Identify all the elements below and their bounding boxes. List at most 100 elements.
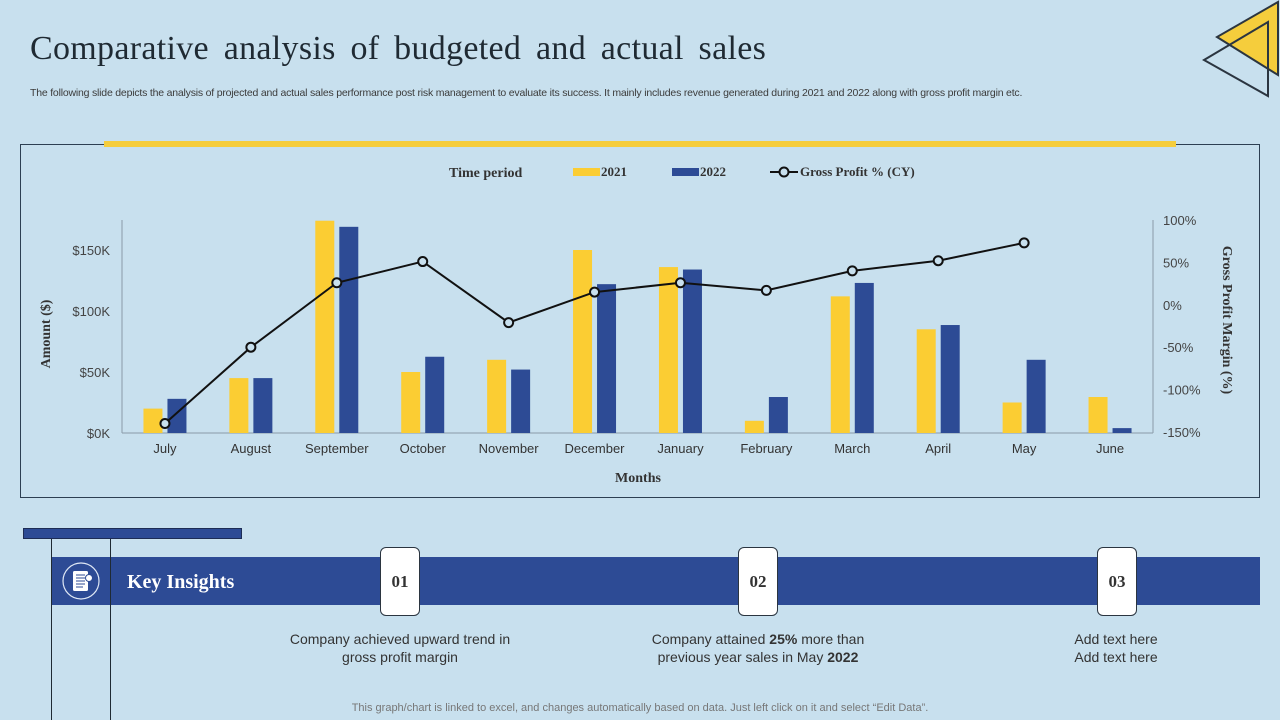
insight-number-02: 02 xyxy=(738,547,778,616)
legend-title: Time period xyxy=(449,166,522,181)
bar-2022 xyxy=(682,269,702,433)
y-tick-label: $150K xyxy=(72,243,110,258)
bar-2021 xyxy=(744,420,764,433)
x-tick-label: December xyxy=(565,441,626,456)
bar-2022 xyxy=(253,378,273,433)
x-tick-label: August xyxy=(231,441,272,456)
x-axis-title: Months xyxy=(615,471,661,486)
insight-text-line: previous year sales in May 2022 xyxy=(618,648,898,666)
bar-2022 xyxy=(511,369,531,433)
accent-yellow-bar xyxy=(104,141,1176,147)
corner-triangles-decoration xyxy=(1202,0,1279,98)
page-title: Comparative analysis of budgeted and act… xyxy=(30,30,767,67)
gross-profit-point xyxy=(503,317,515,329)
chart-legend: Time period 2021 2022 Gross Profit % (CY… xyxy=(449,164,915,181)
gross-profit-point xyxy=(417,256,429,268)
highlight-value: 2022 xyxy=(827,649,859,665)
bar-2022 xyxy=(768,397,788,433)
bar-2021 xyxy=(658,267,678,433)
bar-2022 xyxy=(167,398,187,433)
bar-series xyxy=(143,220,1132,433)
gross-profit-point xyxy=(245,341,257,353)
x-tick-label: November xyxy=(479,441,540,456)
insight-number-03: 03 xyxy=(1097,547,1137,616)
y2-tick-label: -50% xyxy=(1163,340,1194,355)
y-tick-label: $100K xyxy=(72,304,110,319)
key-insights-band xyxy=(52,557,1260,605)
legend-swatch-2022 xyxy=(672,168,699,176)
insight-text-line: gross profit margin xyxy=(342,649,458,665)
gross-profit-point xyxy=(331,277,343,289)
bar-2022 xyxy=(339,226,359,433)
bar-2021 xyxy=(1002,402,1022,433)
gross-profit-point xyxy=(760,284,772,296)
insight-text-01: Company achieved upward trend in gross p… xyxy=(260,630,540,666)
x-tick-label: May xyxy=(1012,441,1037,456)
x-tick-label: July xyxy=(153,441,177,456)
insight-text-line: Add text here xyxy=(1074,631,1158,647)
legend-label-2022: 2022 xyxy=(700,164,726,179)
gross-profit-point xyxy=(1018,237,1030,249)
gross-profit-point xyxy=(674,277,686,289)
key-insights-title: Key Insights xyxy=(127,571,235,593)
legend-swatch-2021 xyxy=(573,168,600,176)
decorative-header-block xyxy=(23,528,242,539)
bar-2021 xyxy=(487,359,507,433)
legend-label-2021: 2021 xyxy=(601,164,627,179)
bar-2021 xyxy=(573,250,593,433)
bar-2022 xyxy=(425,356,445,433)
x-tick-label: January xyxy=(657,441,704,456)
bar-2021 xyxy=(1088,397,1108,433)
y2-tick-label: 0% xyxy=(1163,298,1182,313)
legend-label-gross-profit: Gross Profit % (CY) xyxy=(800,164,915,179)
y2-tick-label: 50% xyxy=(1163,255,1189,270)
bar-2022 xyxy=(1112,428,1132,433)
insight-text-02: Company attained 25% more than previous … xyxy=(618,630,898,666)
insight-text-line: Company attained 25% more than xyxy=(618,630,898,648)
x-tick-label: April xyxy=(925,441,951,456)
insight-text-line: Company achieved upward trend in xyxy=(289,631,511,647)
bar-2021 xyxy=(229,378,249,433)
bar-2022 xyxy=(940,325,960,433)
bar-2022 xyxy=(597,284,617,433)
gross-profit-point xyxy=(159,418,171,430)
left-axis-ticks: $0K $50K $100K $150K xyxy=(72,243,110,441)
right-axis-ticks: -150% -100% -50% 0% 50% 100% xyxy=(1163,213,1201,440)
bar-2022 xyxy=(1026,359,1046,433)
bar-2021 xyxy=(916,329,936,433)
insight-text-line: Add text here xyxy=(1074,649,1158,665)
insight-text-03: Add text here Add text here xyxy=(976,630,1256,666)
y2-tick-label: -150% xyxy=(1163,425,1201,440)
bar-2021 xyxy=(401,372,421,433)
notebook-icon xyxy=(62,562,100,600)
outline-triangle-shape xyxy=(1202,20,1269,98)
gross-profit-point xyxy=(589,286,601,298)
gross-profit-line xyxy=(164,241,1025,425)
y-tick-label: $0K xyxy=(87,426,110,441)
yellow-triangle-shape xyxy=(1215,0,1279,77)
decorative-vertical-line xyxy=(110,539,111,720)
x-tick-label: September xyxy=(305,441,369,456)
text-part: more than xyxy=(797,631,865,647)
bar-2021 xyxy=(315,220,335,433)
decorative-vertical-line xyxy=(51,539,52,720)
insight-number-01: 01 xyxy=(380,547,420,616)
gross-profit-point xyxy=(932,255,944,267)
gross-profit-line-series xyxy=(159,237,1030,430)
y-tick-label: $50K xyxy=(80,365,111,380)
gross-profit-point xyxy=(846,265,858,277)
page-subtitle: The following slide depicts the analysis… xyxy=(30,87,1023,99)
legend-line-marker xyxy=(778,166,790,178)
text-part: previous year sales in May xyxy=(657,649,828,665)
y-axis-title: Amount ($) xyxy=(39,299,54,368)
highlight-value: 25% xyxy=(769,631,798,647)
y2-tick-label: -100% xyxy=(1163,383,1201,398)
x-tick-label: June xyxy=(1096,441,1124,456)
bar-2022 xyxy=(854,282,874,433)
x-tick-label: March xyxy=(834,441,870,456)
x-tick-label: October xyxy=(400,441,447,456)
y2-axis-title: Gross Profit Margin (%) xyxy=(1219,246,1234,395)
y2-tick-label: 100% xyxy=(1163,213,1197,228)
text-part: Company attained xyxy=(651,631,770,647)
